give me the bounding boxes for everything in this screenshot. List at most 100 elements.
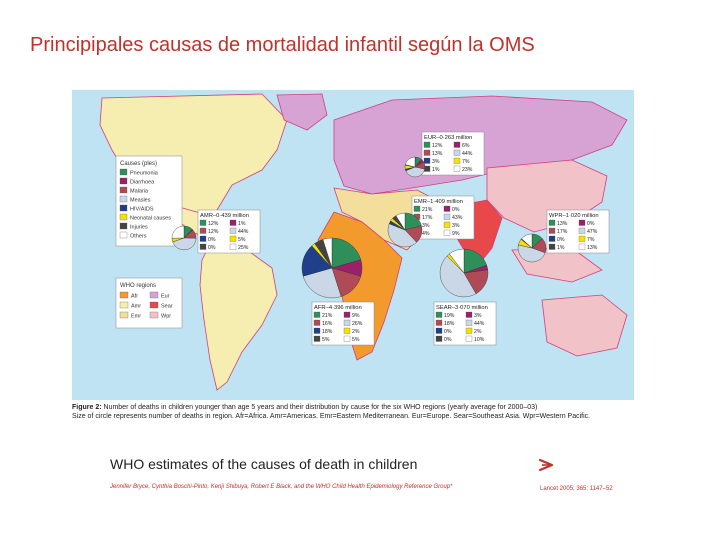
swatch-malaria [119, 186, 128, 194]
region-table-value: 47% [587, 229, 598, 235]
regions-legend-wpr: Wpr [161, 314, 171, 320]
region-table-swatch [435, 327, 443, 334]
region-table-value: 3% [474, 313, 482, 319]
regions-legend-emr: Emr [131, 314, 141, 320]
region-table-value: 6% [462, 143, 470, 149]
region-table-label: EUR–0·263 million [424, 135, 472, 141]
legend-item-pneumonia: Pneumonia [130, 171, 159, 177]
region-table-value: 3% [452, 223, 460, 229]
region-table-value: 1% [238, 221, 246, 227]
region-table-value: 0% [444, 337, 452, 343]
caption-line-1-text: Number of deaths in children younger tha… [101, 404, 538, 411]
region-table-value: 0% [557, 237, 565, 243]
regions-legend-eur: Eur [161, 294, 170, 300]
pie-slice-pneumonia [331, 237, 362, 269]
region-pies [171, 156, 547, 299]
region-table-swatch [443, 229, 451, 236]
region-table-box [411, 195, 475, 240]
pie-slice-others [322, 237, 333, 269]
region-table-swatch [343, 319, 351, 326]
region-table-swatch [199, 219, 207, 226]
legend-item-others: Others [130, 234, 147, 240]
region-table-value: 7% [462, 159, 470, 165]
region-table-swatch [465, 327, 473, 334]
region-table-box [546, 209, 610, 254]
region-table-value: 17% [422, 215, 433, 221]
region-table-value: 12% [208, 221, 219, 227]
region-pie-wpr [517, 233, 547, 263]
regions-legend: WHO regions Afr Eur Amr Sear Emr Wpr [115, 277, 183, 329]
region-table-value: 3% [432, 159, 440, 165]
region-table-swatch [229, 219, 237, 226]
swatch-amr [119, 301, 129, 309]
region-table-label: EMR–1·409 million [414, 199, 463, 205]
legend-item-diarrhoea: Diarrhoea [130, 180, 155, 186]
region-table-swatch [343, 311, 351, 318]
region-table-value: 9% [352, 313, 360, 319]
region-table-swatch [435, 335, 443, 342]
region-table-value: 5% [322, 337, 330, 343]
region-table-swatch [548, 227, 556, 234]
pie-slice-measles [387, 223, 417, 248]
region-table-swatch [453, 149, 461, 156]
region-table-value: 12% [432, 143, 443, 149]
region-table-swatch [199, 243, 207, 250]
region-pie-emr [387, 212, 423, 248]
swatch-injuries [119, 222, 128, 230]
pie-slice-measles [172, 237, 197, 251]
region-table-amr: AMR–0·439 million 12% 1% 12% 44% 0% 5% 0% 25% [197, 209, 261, 254]
region-table-value: 3% [422, 223, 430, 229]
region-table-swatch [465, 335, 473, 342]
causes-legend-title: Causes (ples) [120, 161, 157, 167]
legend-item-neonatal: Neonatal causes [130, 216, 171, 222]
region-table-swatch [453, 157, 461, 164]
regions-legend-amr: Amr [131, 304, 141, 310]
region-table-value: 5% [352, 337, 360, 343]
region-table-swatch [423, 141, 431, 148]
swatch-pneumonia [119, 168, 128, 176]
region-table-swatch [313, 319, 321, 326]
region-pie-amr [171, 225, 197, 251]
region-table-value: 17% [557, 229, 568, 235]
region-table-value: 21% [322, 313, 333, 319]
region-tables: EUR–0·263 million 12% 6% 13% 44% 3% 7% 1% 23% AMR… [197, 131, 610, 346]
lancet-logo-icon [538, 458, 554, 472]
region-greenland [276, 93, 328, 131]
region-table-swatch [313, 311, 321, 318]
causes-legend: Causes (ples) Pneumonia Diarrhoea Malari… [115, 155, 183, 247]
caption-line-1: Figure 2: Number of deaths in children y… [72, 403, 634, 412]
region-table-swatch [465, 311, 473, 318]
region-table-afr: AFR–4·396 million 21% 9% 16% 26% 18% 2% 5% 5% [311, 301, 375, 346]
region-table-swatch [578, 243, 586, 250]
region-table-swatch [443, 221, 451, 228]
region-table-value: 44% [462, 151, 473, 157]
region-table-swatch [443, 213, 451, 220]
region-table-value: 2% [474, 329, 482, 335]
swatch-sear [149, 301, 159, 309]
region-table-swatch [453, 141, 461, 148]
pie-slice-others [405, 156, 416, 168]
region-table-value: 23% [462, 167, 473, 173]
swatch-measles [119, 195, 128, 203]
pie-slice-measles [302, 267, 342, 299]
regions-legend-sear: Sear [161, 304, 173, 310]
region-table-value: 5% [238, 237, 246, 243]
region-table-value: 19% [444, 313, 455, 319]
region-table-swatch [199, 227, 207, 234]
region-table-box [311, 301, 375, 346]
region-table-swatch [548, 235, 556, 242]
region-table-swatch [313, 335, 321, 342]
region-table-swatch [343, 335, 351, 342]
region-table-value: 13% [432, 151, 443, 157]
region-table-value: 13% [587, 245, 598, 251]
pie-slice-others [395, 212, 406, 231]
region-table-value: 25% [238, 245, 249, 251]
region-table-swatch [548, 219, 556, 226]
article-citation: Lancet 2005; 365: 1147–52 [540, 486, 613, 492]
pie-slice-others [171, 225, 185, 239]
region-table-sear: SEAR–3·070 million 19% 3% 18% 44% 0% 2% 0% 10% [433, 301, 497, 346]
region-table-swatch [343, 327, 351, 334]
region-table-swatch [423, 157, 431, 164]
region-table-emr: EMR–1·409 million 21% 0% 17% 43% 3% 3% 4% 9% [411, 195, 475, 240]
legend-item-hiv: HIV/AIDS [130, 207, 154, 213]
